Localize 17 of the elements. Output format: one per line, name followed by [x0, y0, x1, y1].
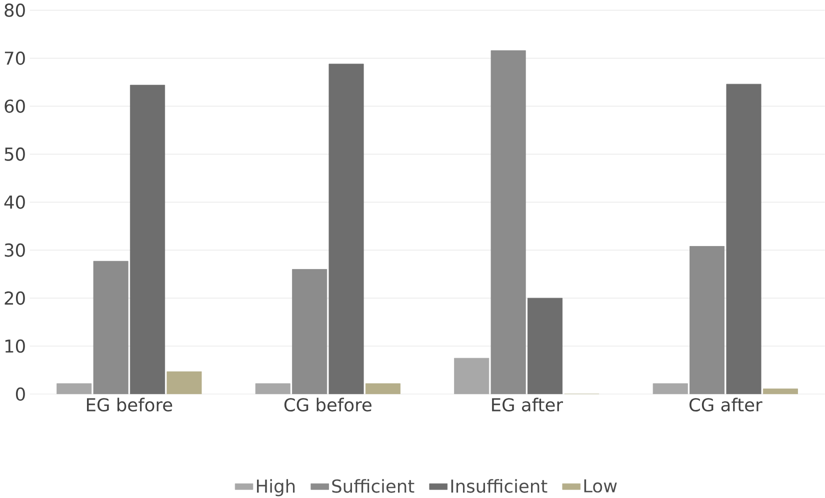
legend-label: Insufficient [451, 478, 548, 493]
y-tick-label: 80 [4, 3, 25, 17]
legend-label: Low [584, 479, 617, 492]
y-tick-label: 0 [16, 387, 25, 401]
y-tick-label: 10 [5, 339, 25, 353]
y-tick-label: 40 [4, 195, 25, 209]
x-tick-label: EG after [492, 398, 564, 412]
x-tick-label: EG before [86, 398, 172, 412]
y-tick-label: 60 [4, 99, 25, 113]
y-tick-label: 70 [4, 51, 25, 65]
legend-label: Sufficient [332, 478, 414, 493]
legend-label: High [256, 478, 295, 496]
x-tick-label: CG after [689, 398, 762, 412]
x-tick-label: CG before [284, 398, 372, 412]
y-tick-label: 50 [4, 147, 25, 161]
y-tick-label: 20 [4, 291, 25, 305]
y-tick-label: 30 [4, 243, 25, 257]
